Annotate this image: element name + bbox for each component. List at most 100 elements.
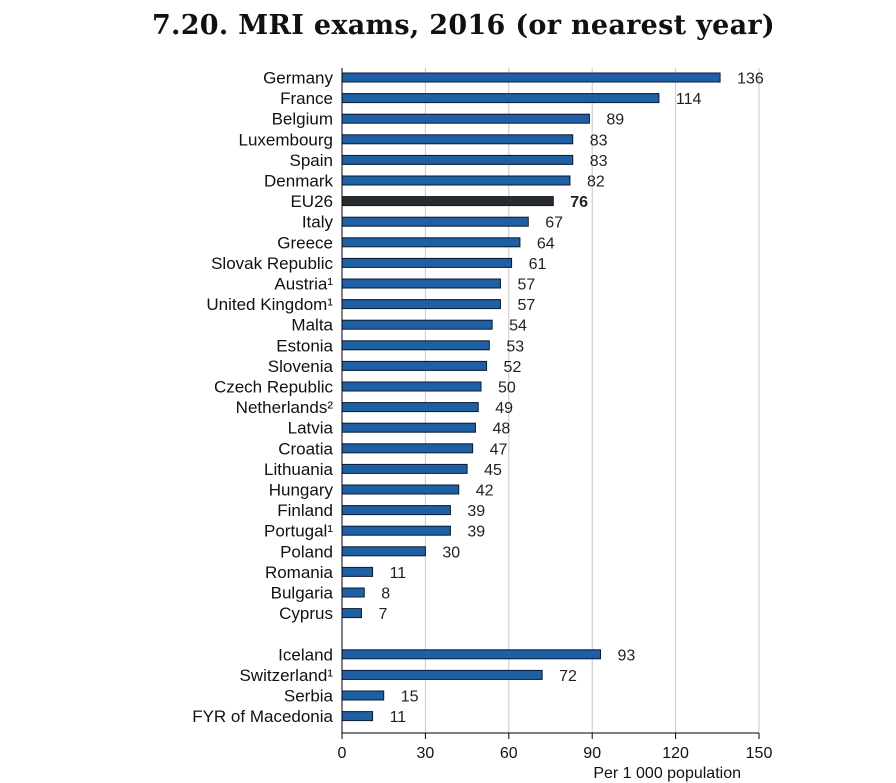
category-label: Germany bbox=[263, 69, 333, 88]
x-tick-label: 30 bbox=[417, 745, 435, 762]
bar-switzerland bbox=[341, 669, 543, 680]
value-label: 82 bbox=[587, 174, 605, 191]
category-label: Portugal¹ bbox=[264, 522, 333, 541]
value-label: 15 bbox=[401, 689, 419, 706]
bar-eu26 bbox=[341, 196, 554, 207]
bar-slovak-republic bbox=[341, 257, 513, 268]
category-label: Iceland bbox=[278, 645, 333, 664]
value-label: 57 bbox=[517, 277, 535, 294]
value-label: 48 bbox=[492, 421, 510, 438]
x-tick-label: 0 bbox=[338, 745, 347, 762]
category-label: Denmark bbox=[264, 172, 333, 191]
chart-title: 7.20. MRI exams, 2016 (or nearest year) bbox=[151, 10, 775, 41]
value-label: 54 bbox=[509, 318, 527, 335]
value-label: 42 bbox=[476, 483, 494, 500]
category-label: Luxembourg bbox=[238, 130, 333, 149]
bar-luxembourg bbox=[341, 134, 574, 145]
value-label: 61 bbox=[529, 256, 547, 273]
bar-hungary bbox=[341, 484, 460, 495]
bar-portugal bbox=[341, 525, 451, 536]
bar-austria bbox=[341, 278, 501, 289]
category-label: Slovenia bbox=[268, 357, 334, 376]
x-tick-label: 60 bbox=[500, 745, 518, 762]
value-label: 11 bbox=[390, 565, 407, 582]
bar-czech-republic bbox=[341, 381, 482, 392]
value-label: 89 bbox=[606, 112, 624, 129]
category-label: Bulgaria bbox=[271, 584, 334, 603]
category-label: Czech Republic bbox=[214, 378, 334, 397]
value-label: 30 bbox=[442, 544, 460, 561]
bar-cyprus bbox=[341, 608, 362, 619]
value-label: 50 bbox=[498, 380, 516, 397]
bar-france bbox=[341, 93, 660, 104]
category-label: United Kingdom¹ bbox=[206, 295, 333, 314]
x-axis-title: Per 1 000 population bbox=[593, 765, 741, 782]
bar-croatia bbox=[341, 443, 474, 454]
category-label: Belgium bbox=[272, 110, 333, 129]
value-label: 52 bbox=[504, 359, 522, 376]
value-label: 11 bbox=[390, 709, 407, 726]
axes: 0 30 60 90 120 150 bbox=[338, 68, 773, 762]
x-tick-label: 120 bbox=[662, 745, 689, 762]
bar-spain bbox=[341, 154, 574, 165]
category-label: Finland bbox=[277, 501, 333, 520]
value-label: 57 bbox=[517, 297, 535, 314]
value-label: 136 bbox=[737, 71, 764, 88]
category-label: Poland bbox=[280, 542, 333, 561]
bar-lithuania bbox=[341, 463, 468, 474]
bar-italy bbox=[341, 216, 529, 227]
category-label: Malta bbox=[291, 316, 333, 335]
value-label: 114 bbox=[676, 91, 702, 108]
bar-belgium bbox=[341, 113, 590, 124]
value-label: 83 bbox=[590, 132, 608, 149]
category-label: FYR of Macedonia bbox=[192, 707, 333, 726]
value-label: 53 bbox=[506, 338, 524, 355]
x-tick-label: 90 bbox=[583, 745, 601, 762]
bar-slovenia bbox=[341, 360, 488, 371]
value-label: 76 bbox=[570, 194, 588, 211]
bar-netherlands bbox=[341, 402, 479, 413]
bar-serbia bbox=[341, 690, 385, 701]
category-label: Austria¹ bbox=[274, 275, 333, 294]
bar-estonia bbox=[341, 340, 490, 351]
value-label: 47 bbox=[490, 441, 508, 458]
category-label: Croatia bbox=[278, 439, 333, 458]
category-label: Netherlands² bbox=[236, 398, 334, 417]
category-label: Romania bbox=[265, 563, 334, 582]
value-label: 83 bbox=[590, 153, 608, 170]
category-label: Slovak Republic bbox=[211, 254, 333, 273]
category-label: Greece bbox=[277, 233, 333, 252]
bar-greece bbox=[341, 237, 521, 248]
category-label: Italy bbox=[302, 213, 334, 232]
category-label: EU26 bbox=[290, 192, 333, 211]
value-label: 39 bbox=[467, 524, 485, 541]
category-label: Lithuania bbox=[264, 460, 334, 479]
bar-finland bbox=[341, 505, 451, 516]
category-label: Hungary bbox=[269, 481, 334, 500]
category-label: Switzerland¹ bbox=[239, 666, 333, 685]
bar-fyr-of-macedonia bbox=[341, 711, 374, 722]
category-label: Serbia bbox=[284, 687, 334, 706]
value-label: 7 bbox=[378, 606, 387, 623]
bar-germany bbox=[341, 72, 721, 83]
category-label: Estonia bbox=[276, 336, 333, 355]
bar-denmark bbox=[341, 175, 571, 186]
value-label: 64 bbox=[537, 235, 555, 252]
value-label: 93 bbox=[618, 647, 636, 664]
value-label: 8 bbox=[381, 586, 390, 603]
bars bbox=[341, 72, 721, 722]
x-tick-label: 150 bbox=[746, 745, 773, 762]
category-label: Spain bbox=[290, 151, 333, 170]
bar-bulgaria bbox=[341, 587, 365, 598]
bar-poland bbox=[341, 546, 426, 557]
category-label: France bbox=[280, 89, 333, 108]
value-label: 45 bbox=[484, 462, 502, 479]
bar-malta bbox=[341, 319, 493, 330]
value-label: 39 bbox=[467, 503, 485, 520]
category-label: Latvia bbox=[288, 419, 334, 438]
value-labels: 136 114 89 83 83 82 76 67 64 61 57 57 54 53 52 50 49 48 47… bbox=[378, 71, 763, 727]
bar-iceland bbox=[341, 649, 602, 660]
value-label: 49 bbox=[495, 400, 513, 417]
